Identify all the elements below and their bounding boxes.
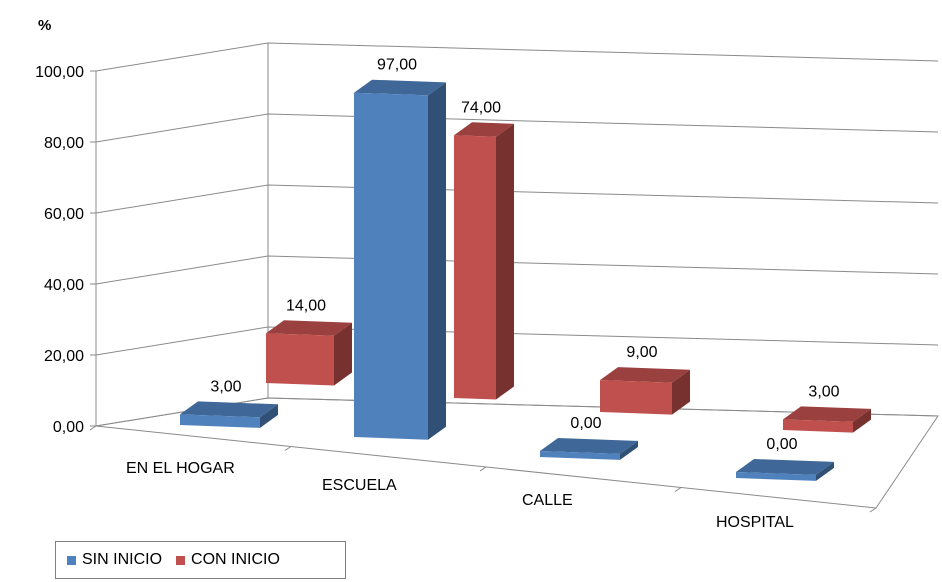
bar-side [334,322,352,386]
gridline [95,42,939,72]
bar-top [736,459,834,475]
y-axis-label: % [38,17,51,34]
bar-side [853,408,871,433]
bar-front [600,380,672,415]
y-tick-label: 80,00 [44,135,84,152]
legend-label-con-inicio: CON INICIO [191,551,280,568]
gridline [95,113,939,143]
y-tick-label: 40,00 [44,277,84,294]
x-tick-label: ESCUELA [322,477,397,494]
x-tick [674,487,682,492]
bar-sin-inicio-1 [354,79,446,440]
bar-front [454,135,496,400]
x-tick [479,466,487,472]
gridline [95,326,939,356]
data-label: 97,00 [377,57,417,74]
bar-top [354,79,446,96]
bar-top [454,122,514,137]
data-label: 9,00 [626,344,657,361]
bar-sin-inicio-0 [180,401,278,428]
y-tick-label: 20,00 [44,348,84,365]
chart-labels: 0,00 20,00 40,00 60,00 80,00 100,00 EN EL HOGA… [35,57,840,531]
x-tick [869,507,877,513]
data-label: 14,00 [286,297,326,314]
bar-front [180,414,260,428]
bar-con-inicio-1 [454,122,514,400]
bar-side [816,461,834,481]
bar-top [266,320,352,336]
bar-front [540,451,620,460]
x-tick-label: HOSPITAL [716,514,794,531]
bar-top [180,401,278,418]
bar-front [266,333,334,386]
bar-top [600,367,690,383]
bar-side [620,440,638,460]
bar-sin-inicio-3 [736,459,834,481]
data-label: 0,00 [766,436,797,453]
data-label: 3,00 [808,383,839,400]
x-tick-label: CALLE [522,492,573,509]
bar-top [783,406,871,422]
bar-top [540,438,638,454]
legend-item-con-inicio: CON INICIO [176,551,280,569]
gridline [95,255,939,285]
legend-swatch-con-inicio [176,555,186,565]
bar-con-inicio-0 [266,320,352,386]
legend-item-sin-inicio: SIN INICIO [67,551,162,569]
y-tick-label: 60,00 [44,206,84,223]
bar-con-inicio-2 [600,367,690,415]
bar-front [736,472,816,481]
bar-front [354,92,428,440]
bar-side [428,82,446,440]
x-tick [284,446,292,451]
legend-swatch-sin-inicio [67,555,76,565]
y-tick-label: 0,00 [53,419,84,436]
data-label: 0,00 [570,415,601,432]
y-tick-label: 100,00 [35,64,84,81]
bar-sin-inicio-2 [540,438,638,460]
data-label: 3,00 [210,378,241,395]
legend: SIN INICIO CON INICIO [55,541,346,579]
bar-con-inicio-3 [783,406,871,433]
x-tick [89,425,97,431]
bar-front [783,419,853,433]
bar-side [260,404,278,428]
bar-side [672,369,690,415]
x-tick-label: EN EL HOGAR [126,460,235,477]
data-label: 74,00 [461,99,501,116]
bar-side [496,123,514,400]
gridline [95,184,939,214]
chart-bars [180,79,871,481]
legend-label-sin-inicio: SIN INICIO [82,551,163,568]
